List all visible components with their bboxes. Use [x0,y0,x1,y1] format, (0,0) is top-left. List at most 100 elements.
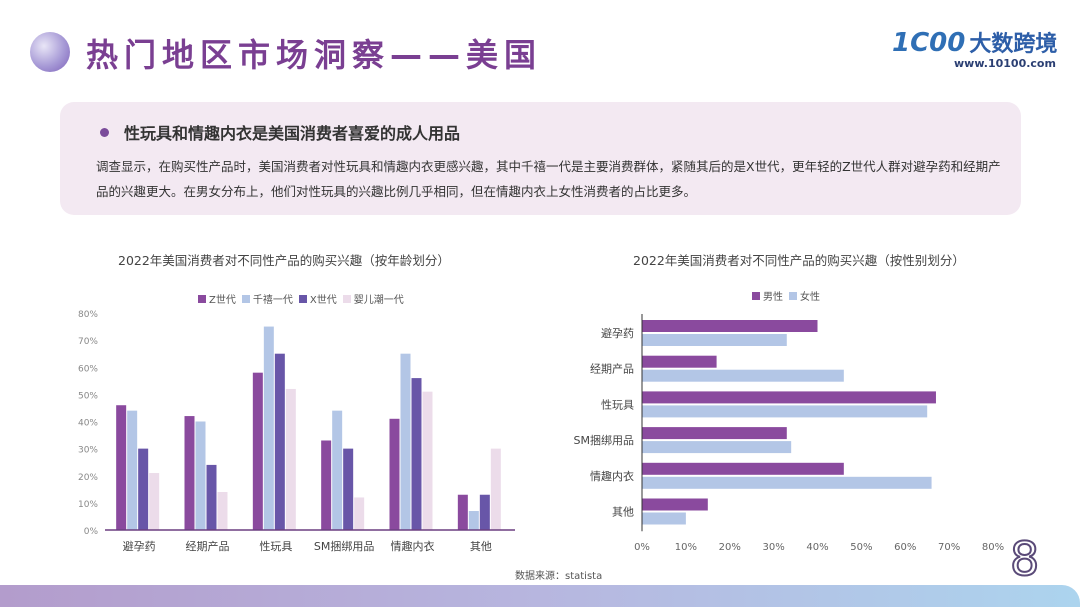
bar-X世代 [479,494,490,530]
page-number: 8 [1009,532,1040,586]
x-tick-label: 情趣内衣 [391,539,435,553]
logo: 1C00 大数跨境 www.10100.com [892,26,1058,70]
bar-婴儿潮一代 [490,448,501,530]
bar-Z世代 [116,405,127,530]
insight-heading: 性玩具和情趣内衣是美国消费者喜爱的成人用品 [124,124,461,143]
hbar-女性 [642,334,787,346]
y-tick-label: 40% [78,419,98,429]
bar-千禧一代 [127,410,138,530]
legend-label: Z世代 [209,295,236,306]
bar-婴儿潮一代 [217,492,228,530]
bar-千禧一代 [263,326,274,530]
bar-千禧一代 [195,421,206,530]
hbar-男性 [642,355,717,368]
gender-chart-title: 2022年美国消费者对不同性产品的购买兴趣（按性别划分） [633,253,965,268]
hbar-女性 [642,405,928,418]
legend-label: 千禧一代 [252,295,293,306]
x-tick-label: 40% [806,542,828,553]
logo-url: www.10100.com [954,57,1056,70]
bar-千禧一代 [468,511,479,530]
y-tick-label: 50% [78,391,98,401]
legend-item: 千禧一代 [241,291,293,306]
decorative-orb [30,32,70,72]
insight-box: 性玩具和情趣内衣是美国消费者喜爱的成人用品 调查显示，在购买性产品时，美国消费者… [60,102,1021,215]
bar-X世代 [138,448,149,530]
bar-婴儿潮一代 [354,497,365,530]
page-title: 热门地区市场洞察——美国 [86,36,543,74]
hbar-女性 [642,512,686,525]
y-tick-label: 20% [78,473,98,483]
x-tick-label: 经期产品 [186,539,230,553]
y-tick-label: 0% [84,527,99,537]
legend-swatch [198,295,206,303]
y-tick-label: 80% [78,310,98,320]
bar-Z世代 [457,494,468,530]
legend-swatch [752,292,760,300]
bar-婴儿潮一代 [285,388,296,530]
legend-item: 婴儿潮一代 [342,291,404,306]
x-tick-label: 性玩具 [259,539,292,553]
legend-item: 男性 [752,288,783,303]
bar-Z世代 [389,418,400,530]
x-tick-label: 避孕药 [123,539,156,553]
bar-婴儿潮一代 [149,473,160,530]
legend-item: 女性 [789,288,820,303]
bar-婴儿潮一代 [422,391,433,530]
bar-Z世代 [321,440,332,530]
hbar-女性 [642,441,792,454]
legend-label: X世代 [309,295,337,306]
legend-swatch [241,295,250,303]
legend-swatch [789,292,797,300]
y-tick-label: 60% [78,364,98,374]
bar-Z世代 [252,372,263,530]
bar-X世代 [274,353,285,530]
footer-band [0,585,1080,607]
insight-body: 调查显示，在购买性产品时，美国消费者对性玩具和情趣内衣更感兴趣，其中千禧一代是主… [96,159,1001,199]
hbar-男性 [642,498,708,511]
y-category-label: SM捆绑用品 [574,433,634,447]
x-tick-label: 80% [982,542,1004,553]
x-tick-label: 0% [634,542,650,553]
hbar-女性 [642,476,932,489]
bar-X世代 [411,378,422,530]
age-chart-legend: Z世代 千禧一代 X世代 婴儿潮一代 [198,291,404,306]
x-tick-label: SM捆绑用品 [314,539,374,553]
hbar-男性 [642,391,936,404]
y-tick-label: 30% [78,446,98,456]
legend-label: 婴儿潮一代 [353,295,404,306]
bar-千禧一代 [400,353,411,530]
bar-Z世代 [184,416,195,530]
source-note: 数据来源：statista [515,571,603,582]
gender-chart-legend: 男性 女性 [752,288,820,303]
y-category-label: 其他 [612,506,634,519]
legend-item: Z世代 [198,291,236,306]
x-tick-label: 10% [675,542,697,553]
age-chart-title: 2022年美国消费者对不同性产品的购买兴趣（按年龄划分） [118,253,450,268]
y-category-label: 避孕药 [601,326,634,340]
y-tick-label: 70% [78,337,98,347]
x-tick-label: 50% [850,542,872,553]
bar-千禧一代 [332,410,343,530]
x-tick-label: 其他 [470,540,492,553]
x-tick-label: 30% [763,542,785,553]
y-tick-label: 10% [78,500,98,510]
logo-name: 大数跨境 [969,32,1058,57]
legend-label: 男性 [763,292,783,303]
hbar-女性 [642,369,844,382]
legend-swatch [298,295,307,303]
bar-X世代 [343,448,354,530]
legend-item: X世代 [298,291,337,306]
bar-X世代 [206,464,217,530]
legend-label: 女性 [800,292,820,303]
y-category-label: 情趣内衣 [590,469,634,483]
y-category-label: 性玩具 [601,397,634,411]
bullet-icon [100,128,109,137]
x-tick-label: 70% [938,542,960,553]
hbar-男性 [642,427,787,440]
x-tick-label: 20% [719,542,741,553]
legend-swatch [342,295,351,303]
logo-mark: 1C00 [892,28,966,58]
hbar-男性 [642,462,844,475]
x-tick-label: 60% [894,542,916,553]
